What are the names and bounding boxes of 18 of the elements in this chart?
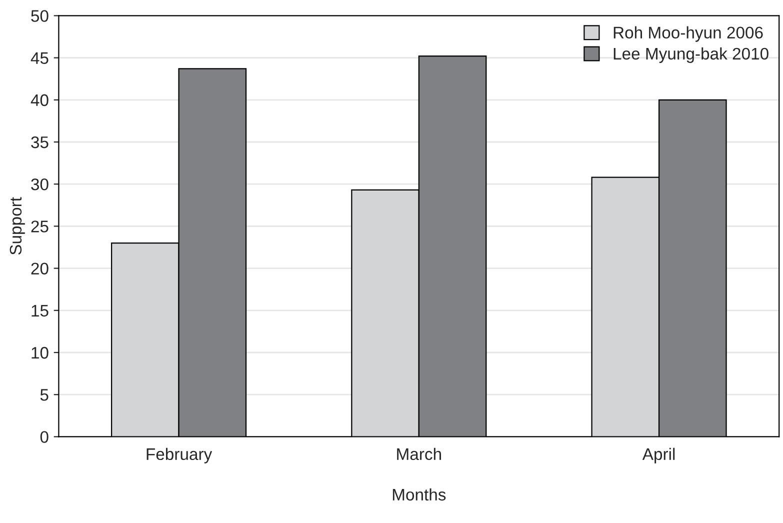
- x-tick-label: March: [397, 448, 441, 460]
- y-tick-label: 15: [32, 304, 48, 317]
- y-tick-label: 45: [30, 52, 48, 64]
- y-tick-label: 20: [31, 262, 48, 274]
- y-tick-label: 50: [31, 10, 48, 22]
- y-tick-label: 10: [32, 346, 48, 359]
- legend-label: Roh Moo-hyun 2006: [614, 26, 763, 42]
- y-tick-label: 40: [30, 94, 48, 106]
- y-tick-label: 35: [31, 136, 48, 148]
- y-tick-label: 0: [40, 431, 48, 443]
- y-tick-label: 25: [31, 220, 48, 232]
- legend-label: Lee Myung-bak 2010: [614, 47, 768, 63]
- y-tick-label: 30: [31, 178, 48, 190]
- x-axis-title: Months: [392, 488, 446, 501]
- y-axis-title: Support: [10, 197, 25, 255]
- x-tick-label: February: [146, 448, 212, 464]
- x-tick-label: April: [642, 448, 675, 464]
- y-tick-label: 5: [40, 389, 48, 401]
